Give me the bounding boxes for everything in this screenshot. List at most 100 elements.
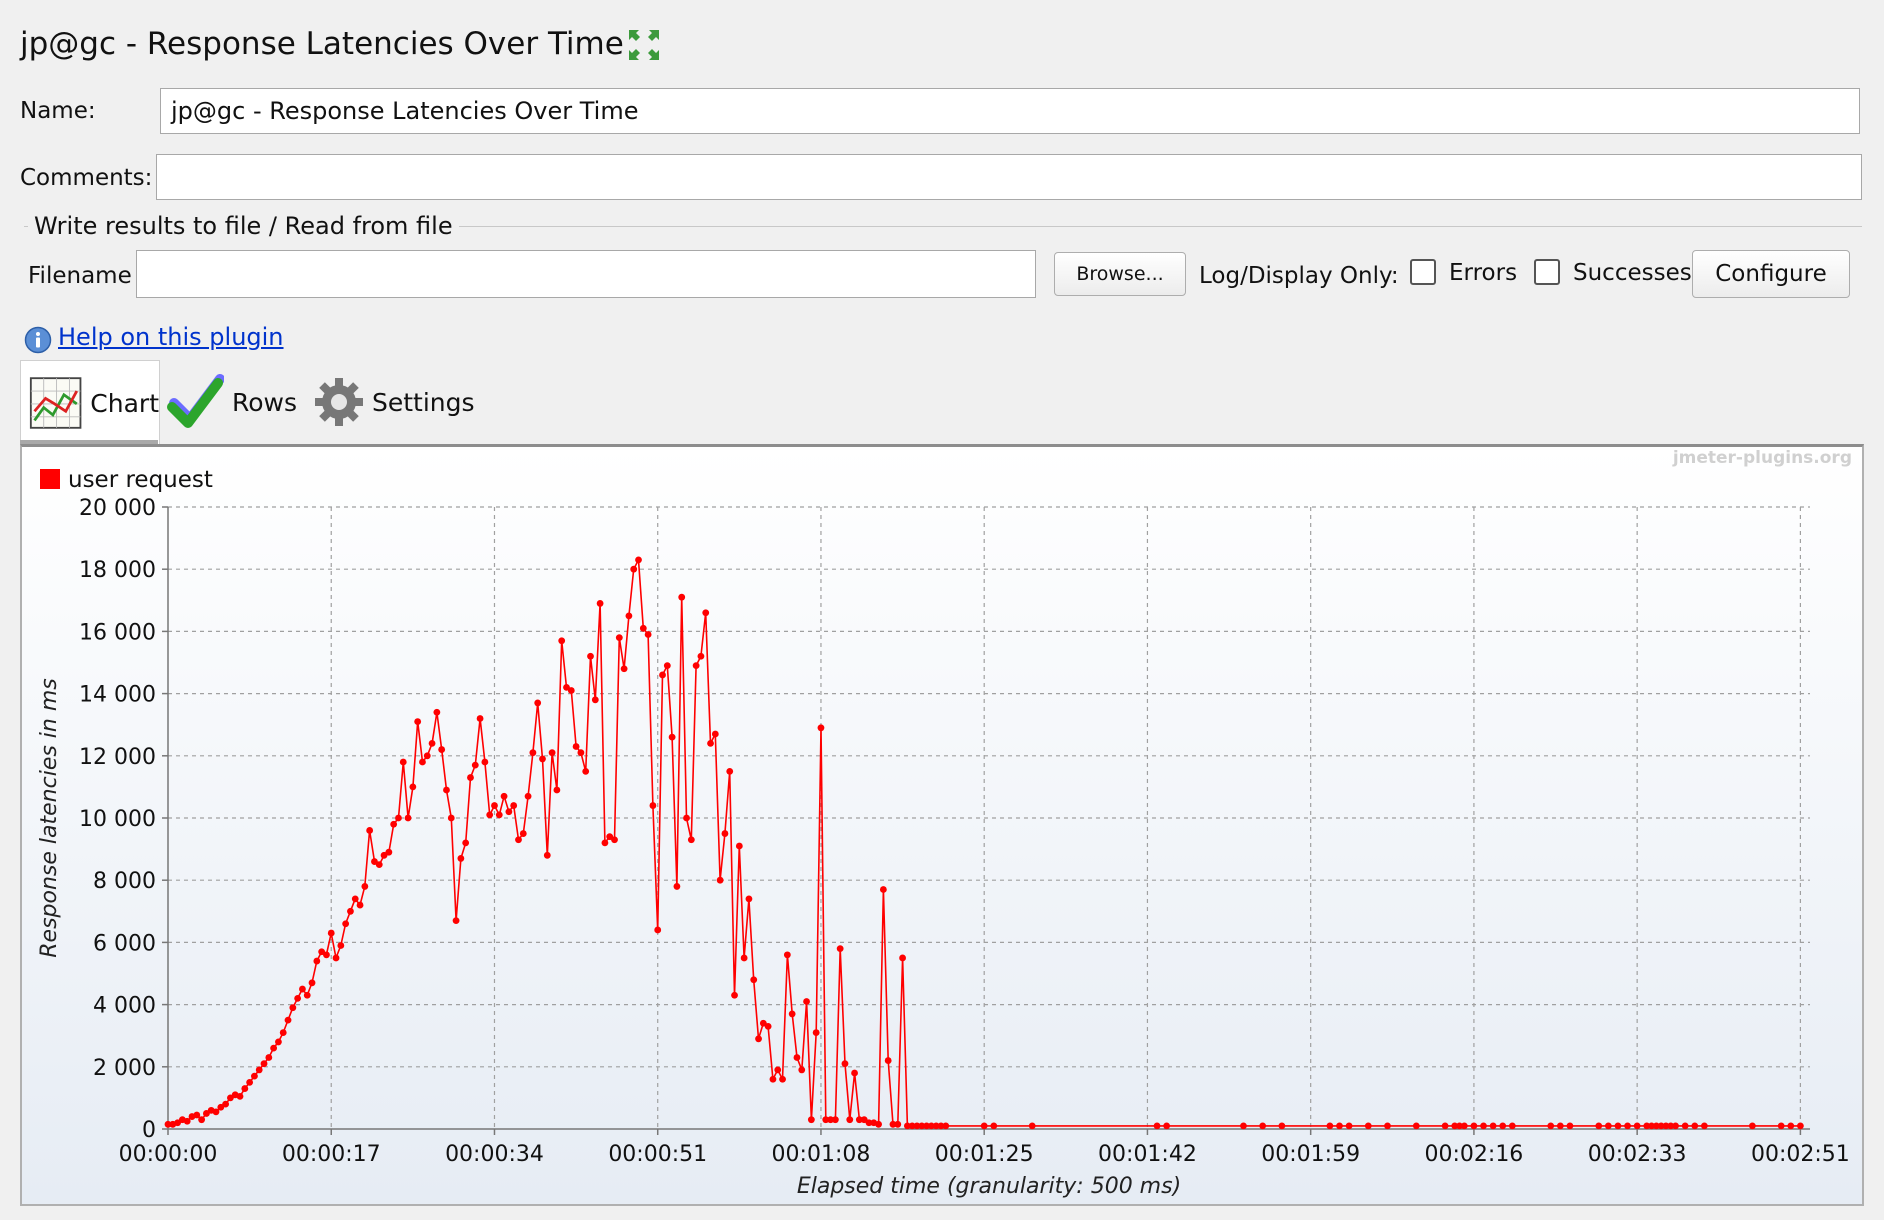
x-axis-title: Elapsed time (granularity: 500 ms) [797,1174,1181,1199]
data-point [164,1120,172,1128]
data-point [563,683,570,691]
y-tick-label: 12 000 [79,745,156,770]
tab-rows-label: Rows [232,387,298,417]
data-point [203,1110,210,1117]
data-point [395,814,402,822]
data-point [275,1038,282,1046]
data-point [255,1066,263,1074]
data-point [1451,1122,1459,1130]
legend-label: user request [68,467,213,493]
data-point [193,1111,201,1119]
data-point [831,1116,839,1124]
data-point [524,792,532,800]
data-point [817,724,825,732]
data-point [937,1122,945,1130]
data-point [419,758,426,766]
data-point [1787,1122,1795,1130]
tab-chart-label: Chart [90,388,159,418]
tab-settings[interactable]: Settings [312,360,482,444]
x-tick-label: 00:02:33 [1588,1142,1687,1167]
expand-arrows-icon[interactable] [627,28,661,62]
data-point [587,652,594,660]
data-point [1614,1122,1622,1130]
x-tick-label: 00:00:51 [608,1142,707,1167]
data-point [356,901,364,909]
data-point [529,749,537,757]
data-point [457,855,465,862]
data-point [471,761,479,769]
data-point [582,767,590,775]
data-point [683,814,690,822]
data-point [1556,1122,1564,1130]
tab-chart[interactable]: Chart [20,360,160,445]
data-point [630,565,638,573]
filename-field[interactable] [136,250,1036,298]
info-icon [24,326,52,354]
data-point [366,827,374,834]
tab-rows[interactable]: Rows [166,360,304,444]
y-tick-label: 0 [142,1118,156,1143]
y-tick-label: 10 000 [79,807,156,832]
data-point [644,631,652,638]
data-point [212,1108,220,1116]
data-point [1648,1122,1655,1130]
x-tick-label: 00:02:51 [1751,1142,1850,1167]
data-point [654,926,662,934]
data-point [783,951,791,959]
data-point [1796,1122,1804,1130]
data-point [846,1116,854,1124]
y-axis-title: Response latencies in ms [37,678,62,957]
data-point [745,895,753,903]
selected-tab-indicator [20,440,158,444]
data-point [855,1116,863,1124]
x-tick-label: 00:01:08 [772,1142,871,1167]
data-point [327,929,335,937]
data-point [908,1122,916,1130]
tab-settings-label: Settings [372,387,475,417]
data-point [399,758,407,766]
data-point [1643,1122,1651,1130]
name-field[interactable]: jp@gc - Response Latencies Over Time [160,88,1860,134]
data-point [337,942,345,949]
browse-button[interactable]: Browse... [1054,252,1186,296]
data-point [668,733,676,741]
errors-checkbox[interactable] [1410,259,1436,285]
y-tick-label: 6 000 [93,931,156,956]
data-point [1547,1122,1555,1130]
y-tick-label: 20 000 [79,496,156,521]
data-point [222,1100,230,1108]
data-point [318,948,326,956]
data-point [385,848,393,856]
checkmark-icon [167,374,224,428]
data-point [1460,1122,1468,1130]
data-point [1499,1122,1507,1130]
data-point [486,811,494,819]
name-label: Name: [20,98,96,124]
data-point [1336,1122,1343,1130]
series-line [168,556,1801,1127]
data-point [894,1120,902,1128]
successes-checkbox[interactable] [1534,259,1560,285]
log-display-label: Log/Display Only: [1199,263,1399,289]
data-point [294,994,302,1002]
data-point [932,1122,940,1130]
data-point [380,851,388,859]
data-point [241,1085,249,1092]
data-point [174,1119,182,1127]
data-point [596,600,604,607]
chart-watermark: jmeter-plugins.org [1672,448,1852,468]
data-point [615,634,623,642]
x-tick-label: 00:01:25 [935,1142,1034,1167]
data-point [1595,1122,1603,1130]
data-point [793,1054,801,1061]
comments-field[interactable] [156,154,1862,200]
data-point [990,1122,998,1130]
data-point [1681,1122,1689,1130]
configure-button[interactable]: Configure [1692,250,1850,298]
data-point [313,957,321,965]
data-point [673,883,681,890]
data-point [1480,1122,1487,1130]
data-point [1384,1122,1391,1130]
help-link[interactable]: Help on this plugin [58,323,284,351]
data-point [481,758,489,766]
